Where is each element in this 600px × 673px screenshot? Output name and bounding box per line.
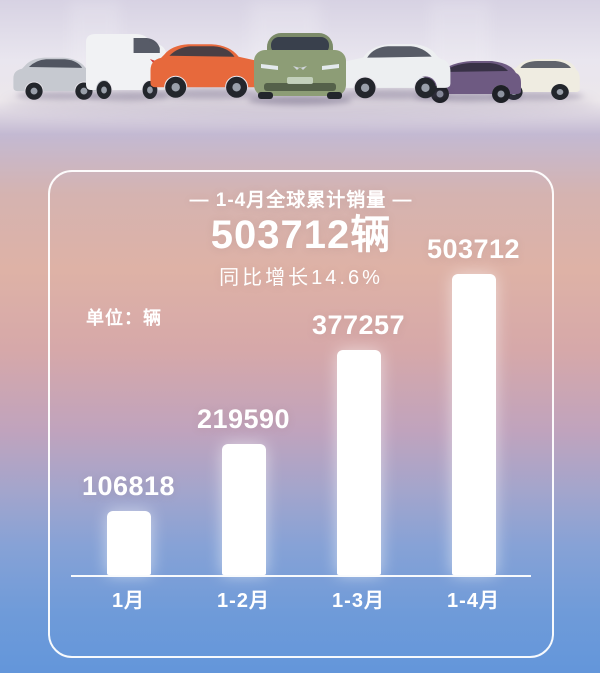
total-sales: 503712辆	[210, 213, 392, 257]
chart-header: — 1-4月全球累计销量 — 503712辆 同比增长14.6%	[50, 172, 552, 290]
bar-column: 219590	[186, 404, 301, 575]
hero-cars-image	[0, 0, 600, 165]
bar	[106, 511, 151, 575]
bar-value-label: 503712	[426, 234, 521, 264]
bar-column: 377257	[301, 310, 416, 575]
category-label: 1-2月	[217, 590, 270, 612]
car-green-hatchback	[248, 33, 352, 105]
bar-value-label: 219590	[196, 404, 291, 434]
bar-value-label: 106818	[81, 471, 176, 501]
chart-title: — 1-4月全球累计销量 —	[189, 190, 413, 211]
bar	[451, 274, 496, 575]
category-label: 1月	[111, 590, 146, 612]
category-label: 1-3月	[332, 590, 385, 612]
categories-row: 1月 1-2月 1-3月 1-4月	[71, 577, 531, 613]
bars-row: 106818 219590 377257 503712	[71, 227, 531, 577]
bar	[221, 444, 266, 575]
bar-value-label: 377257	[311, 310, 406, 340]
category-label: 1-4月	[447, 590, 500, 612]
growth-note: 同比增长14.6%	[219, 267, 383, 289]
bar	[336, 350, 381, 575]
bar-column: 106818	[71, 471, 186, 575]
car-orange-suv	[150, 44, 266, 99]
bar-chart: 106818 219590 377257 503712 1月 1-2月 1-3月 1-4月	[71, 227, 531, 613]
car-white-suv	[336, 44, 451, 100]
wuling-logo	[293, 66, 307, 70]
bar-column: 503712	[416, 234, 531, 575]
unit-label: 单位：辆	[86, 308, 162, 328]
sales-chart-panel: — 1-4月全球累计销量 — 503712辆 同比增长14.6% 单位：辆 10…	[48, 170, 554, 658]
